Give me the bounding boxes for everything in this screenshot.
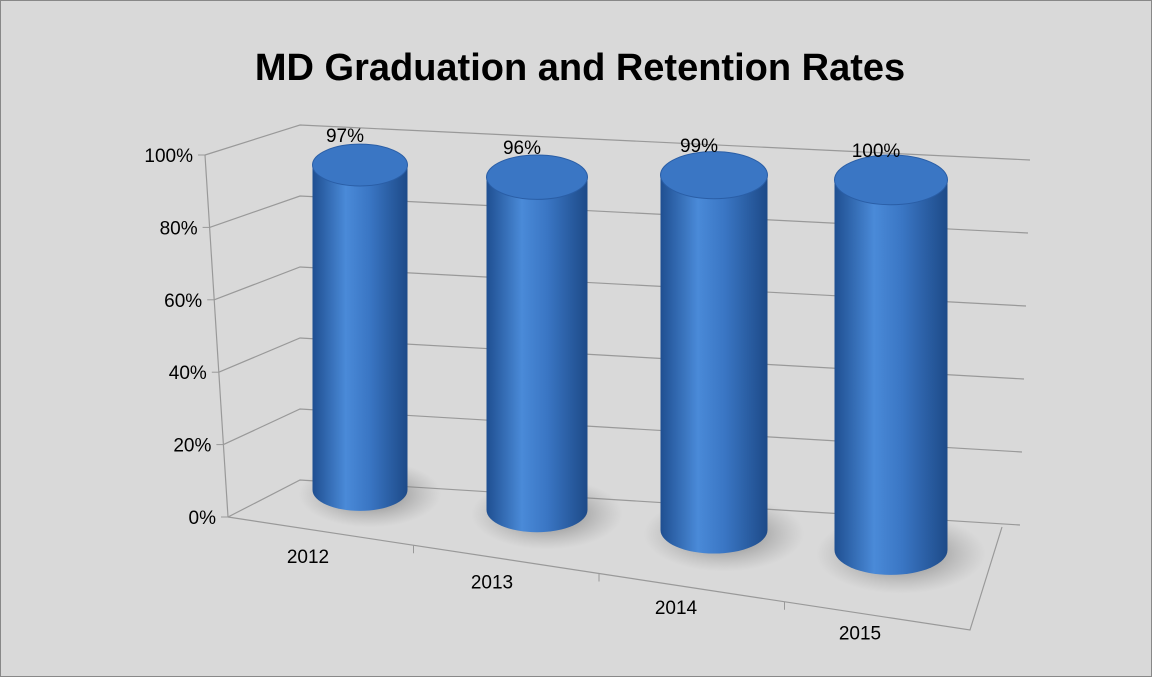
value-label: 96% (503, 138, 541, 159)
x-tick-label: 2015 (839, 624, 881, 645)
bar-body (660, 175, 768, 554)
bar (660, 151, 768, 554)
y-tick-label: 80% (160, 218, 198, 239)
y-tick-label: 0% (189, 508, 217, 529)
grid-line (213, 266, 1027, 307)
bar-top (834, 154, 948, 206)
grid-line (209, 195, 1029, 234)
x-tick-label: 2014 (655, 598, 698, 619)
chart-title: MD Graduation and Retention Rates (255, 47, 905, 89)
value-label: 99% (680, 136, 718, 157)
bar-body (486, 177, 588, 533)
x-tick-label: 2012 (287, 547, 329, 568)
grid-line (218, 337, 1025, 380)
bar (486, 154, 588, 533)
bar (312, 143, 408, 511)
y-tick-label: 100% (144, 146, 193, 167)
bar (834, 154, 948, 575)
y-axis-line (204, 154, 229, 518)
y-tick-label: 60% (164, 291, 202, 312)
grid-line (223, 408, 1023, 453)
grid-line (204, 124, 1031, 161)
y-tick-label: 40% (169, 363, 207, 384)
y-tick-label: 20% (173, 436, 211, 457)
bar-top (312, 143, 408, 187)
bar-top (486, 154, 588, 200)
bar-top (660, 151, 768, 200)
value-label: 100% (852, 141, 901, 162)
bar-body (834, 179, 948, 575)
value-label: 97% (326, 126, 364, 147)
x-tick-label: 2013 (471, 573, 513, 594)
floor-edge (227, 516, 1003, 631)
bar-body (312, 165, 408, 511)
